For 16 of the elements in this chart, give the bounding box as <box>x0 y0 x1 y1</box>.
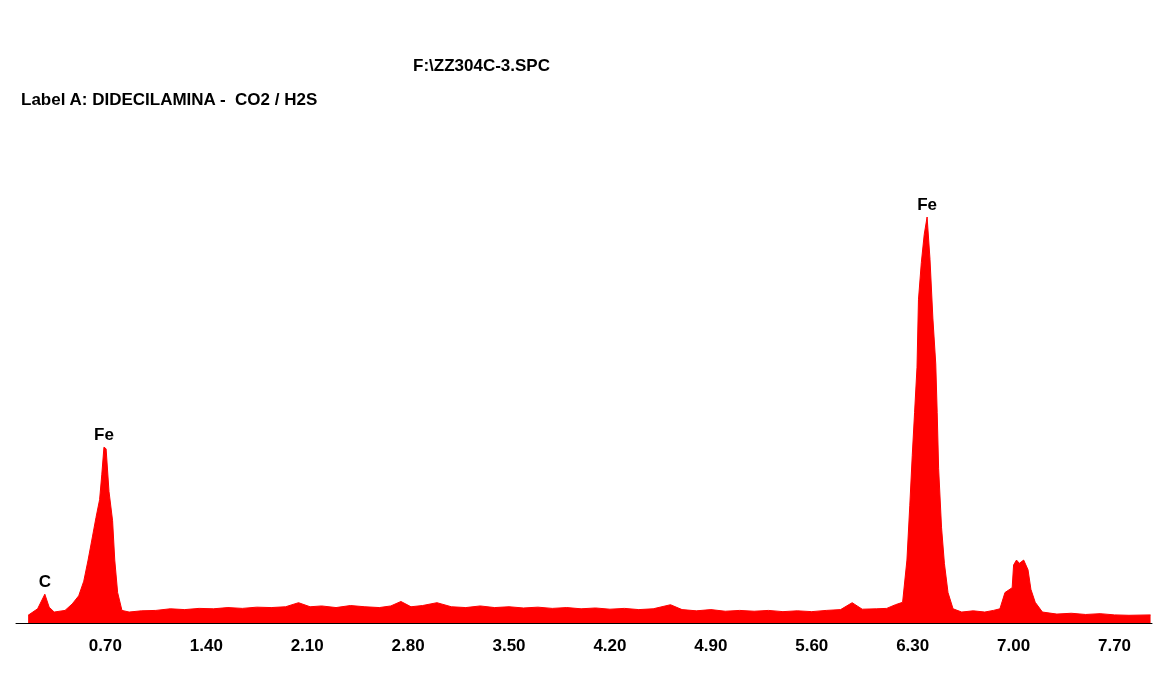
x-tick-label: 1.40 <box>189 636 223 655</box>
x-tick-label: 7.70 <box>1097 636 1132 655</box>
x-tick-label: 4.20 <box>593 636 627 655</box>
x-tick-label: 5.60 <box>795 636 829 655</box>
x-tick-label: 6.30 <box>896 636 930 655</box>
x-tick-label: 0.70 <box>88 636 122 655</box>
annotation: Fe <box>94 425 114 445</box>
x-tick-label: 3.50 <box>492 636 526 655</box>
annotation: C <box>38 572 51 592</box>
x-tick-label: 4.90 <box>694 636 728 655</box>
x-tick-label: 2.80 <box>391 636 425 655</box>
x-tick-label: 2.10 <box>290 636 324 655</box>
annotation: Fe <box>917 195 938 214</box>
chart-subtitle: Label A: DIDECILAMINA - CO2 / H2S <box>21 90 318 109</box>
x-tick-label: 7.00 <box>997 636 1031 655</box>
chart-title: F:\ZZ304C-3.SPC <box>413 56 550 75</box>
